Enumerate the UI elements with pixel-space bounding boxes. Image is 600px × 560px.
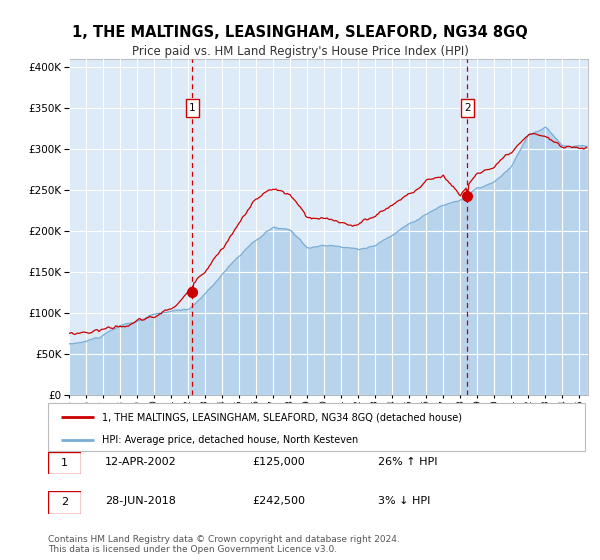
Text: 1: 1 (61, 458, 68, 468)
FancyBboxPatch shape (461, 99, 474, 117)
FancyBboxPatch shape (185, 99, 199, 117)
Text: Contains HM Land Registry data © Crown copyright and database right 2024.
This d: Contains HM Land Registry data © Crown c… (48, 535, 400, 554)
FancyBboxPatch shape (48, 491, 81, 514)
Text: 28-JUN-2018: 28-JUN-2018 (105, 496, 176, 506)
Text: £125,000: £125,000 (252, 457, 305, 467)
FancyBboxPatch shape (48, 403, 585, 451)
Text: 1, THE MALTINGS, LEASINGHAM, SLEAFORD, NG34 8GQ: 1, THE MALTINGS, LEASINGHAM, SLEAFORD, N… (72, 25, 528, 40)
Text: £242,500: £242,500 (252, 496, 305, 506)
Text: 26% ↑ HPI: 26% ↑ HPI (378, 457, 437, 467)
Text: 3% ↓ HPI: 3% ↓ HPI (378, 496, 430, 506)
Text: 12-APR-2002: 12-APR-2002 (105, 457, 177, 467)
Text: Price paid vs. HM Land Registry's House Price Index (HPI): Price paid vs. HM Land Registry's House … (131, 45, 469, 58)
FancyBboxPatch shape (48, 452, 81, 474)
Text: 1, THE MALTINGS, LEASINGHAM, SLEAFORD, NG34 8GQ (detached house): 1, THE MALTINGS, LEASINGHAM, SLEAFORD, N… (102, 413, 462, 422)
Text: 2: 2 (61, 497, 68, 507)
Text: HPI: Average price, detached house, North Kesteven: HPI: Average price, detached house, Nort… (102, 435, 358, 445)
Text: 1: 1 (189, 103, 196, 113)
Text: 2: 2 (464, 103, 471, 113)
